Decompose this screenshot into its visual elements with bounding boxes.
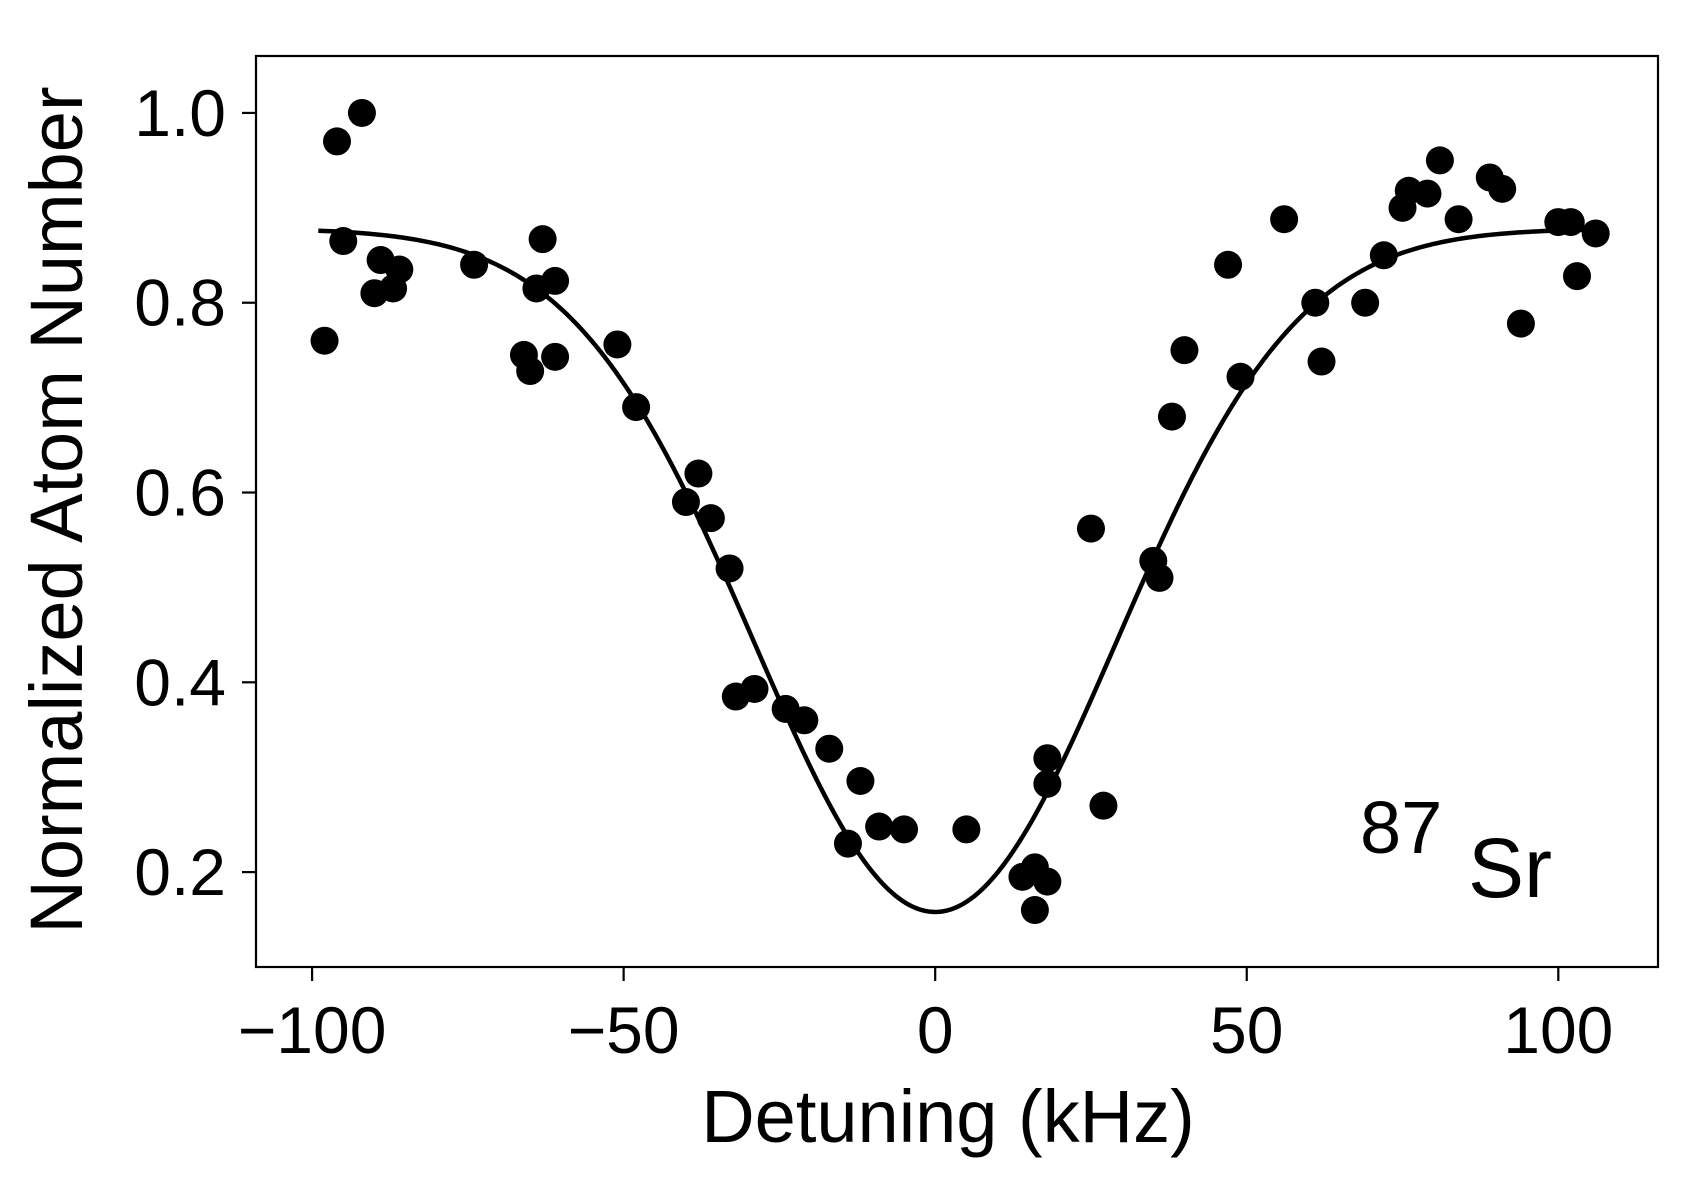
data-point [1170,336,1199,365]
data-point [1413,179,1442,208]
data-point [1089,791,1118,820]
data-point [846,767,875,795]
data-point [1270,205,1299,234]
data-point [603,330,632,359]
x-tick-label: 0 [917,993,954,1067]
data-point [1033,744,1062,773]
data-point [833,829,862,858]
isotope-label: Sr [1468,821,1552,915]
x-tick-label: 100 [1503,993,1613,1067]
data-point [541,266,570,295]
data-point [528,225,557,254]
data-point [1157,402,1186,431]
data-point [1033,867,1062,896]
y-tick-label: 0.4 [134,645,226,719]
data-point [1488,174,1517,203]
data-point [952,815,981,844]
data-point [323,127,351,156]
x-tick-label: −100 [238,993,387,1067]
data-point [1563,262,1591,291]
data-point [1301,288,1330,317]
data-point [815,734,844,763]
data-point [696,504,725,533]
data-point [1581,219,1610,248]
data-point [790,706,819,735]
data-point [1351,288,1380,317]
data-point [684,459,713,488]
data-point [1369,241,1398,270]
y-tick-label: 0.2 [134,835,226,909]
x-axis: −100 −50 0 50 100 [238,967,1613,1067]
data-point [1307,347,1336,376]
y-tick-label: 0.6 [134,456,226,530]
y-axis: 0.2 0.4 0.6 0.8 1.0 [134,76,256,909]
data-point [516,357,545,386]
data-point [385,255,414,284]
x-tick-label: 50 [1210,993,1283,1067]
data-point [1033,769,1062,798]
data-point [1556,208,1585,237]
data-point [671,488,700,517]
data-point [310,326,339,355]
data-point [890,815,919,844]
data-point [1076,514,1105,543]
y-tick-label: 1.0 [134,76,226,150]
data-point [1145,563,1174,592]
data-point [1226,362,1255,391]
data-point [740,674,769,703]
plot-area-frame [254,54,1660,969]
x-axis-label: Detuning (kHz) [701,1075,1195,1158]
data-point [1214,250,1243,279]
isotope-superscript: 87 [1360,786,1442,869]
data-point [1020,896,1049,925]
y-tick-label: 0.8 [134,266,226,340]
data-point [541,342,570,371]
data-point [1425,146,1454,175]
data-point [622,393,651,422]
data-point [1506,309,1535,338]
data-point [715,554,744,583]
x-tick-label: −50 [568,993,680,1067]
data-point [460,250,489,279]
y-axis-label: Normalized Atom Number [15,86,98,933]
data-point [1444,205,1473,234]
data-point [329,227,358,256]
data-point [865,812,894,841]
data-point [347,98,376,127]
data-points-layer [310,98,1610,925]
